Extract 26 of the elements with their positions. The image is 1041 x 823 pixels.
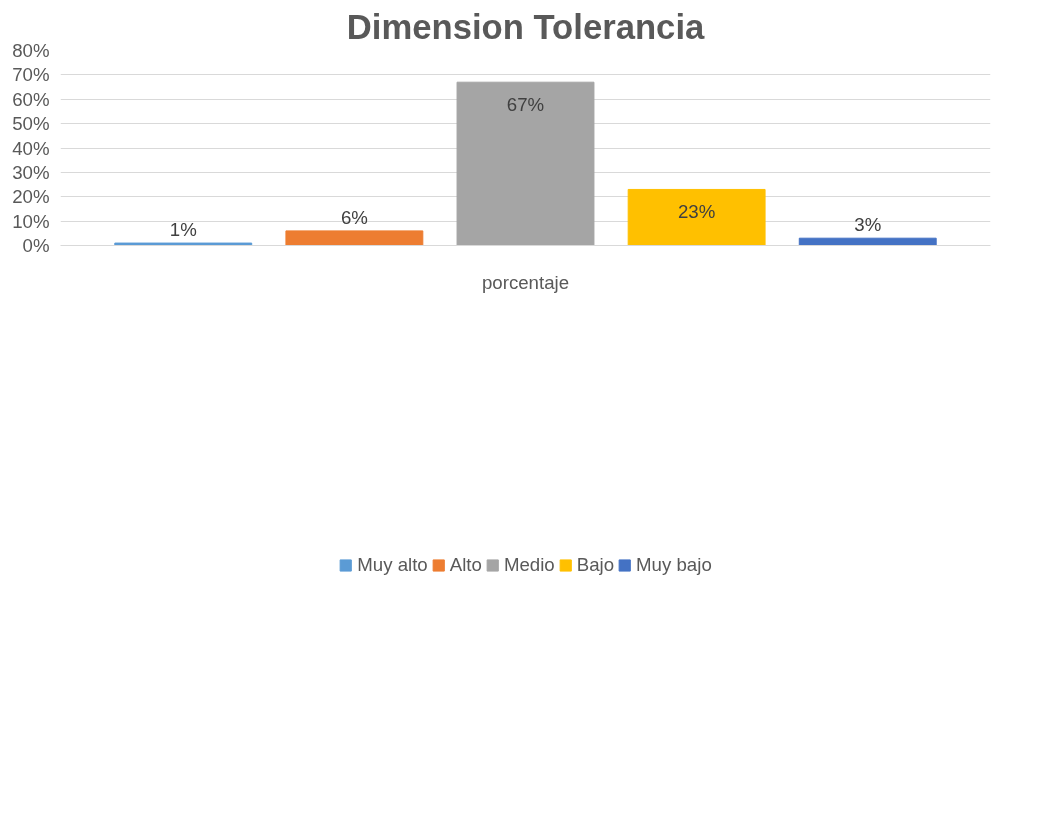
x-tick-label: porcentaje <box>481 271 570 293</box>
bar <box>114 242 253 246</box>
y-tick-label: 70% <box>12 64 50 86</box>
data-label: 3% <box>854 214 882 236</box>
legend-label: Bajo <box>576 554 615 576</box>
legend-label: Alto <box>449 554 482 576</box>
data-label: 23% <box>677 201 716 223</box>
y-tick-label: 50% <box>12 113 50 135</box>
chart-title: Dimension Tolerancia <box>346 7 706 46</box>
data-label: 67% <box>506 94 545 116</box>
bar <box>798 237 937 246</box>
legend-label: Muy bajo <box>636 554 712 576</box>
y-tick-label: 80% <box>12 40 50 61</box>
y-tick-label: 40% <box>12 137 50 159</box>
y-tick-label: 10% <box>12 210 50 232</box>
bar <box>627 188 766 246</box>
bar <box>285 230 424 246</box>
bar <box>456 81 595 246</box>
data-label: 6% <box>340 206 368 228</box>
y-tick-label: 0% <box>22 235 50 256</box>
y-tick-label: 30% <box>12 161 50 183</box>
data-label: 1% <box>169 219 197 241</box>
legend-label: Medio <box>503 554 555 576</box>
y-tick-label: 60% <box>12 88 50 110</box>
y-tick-label: 20% <box>12 186 50 208</box>
legend-label: Muy alto <box>357 554 428 576</box>
